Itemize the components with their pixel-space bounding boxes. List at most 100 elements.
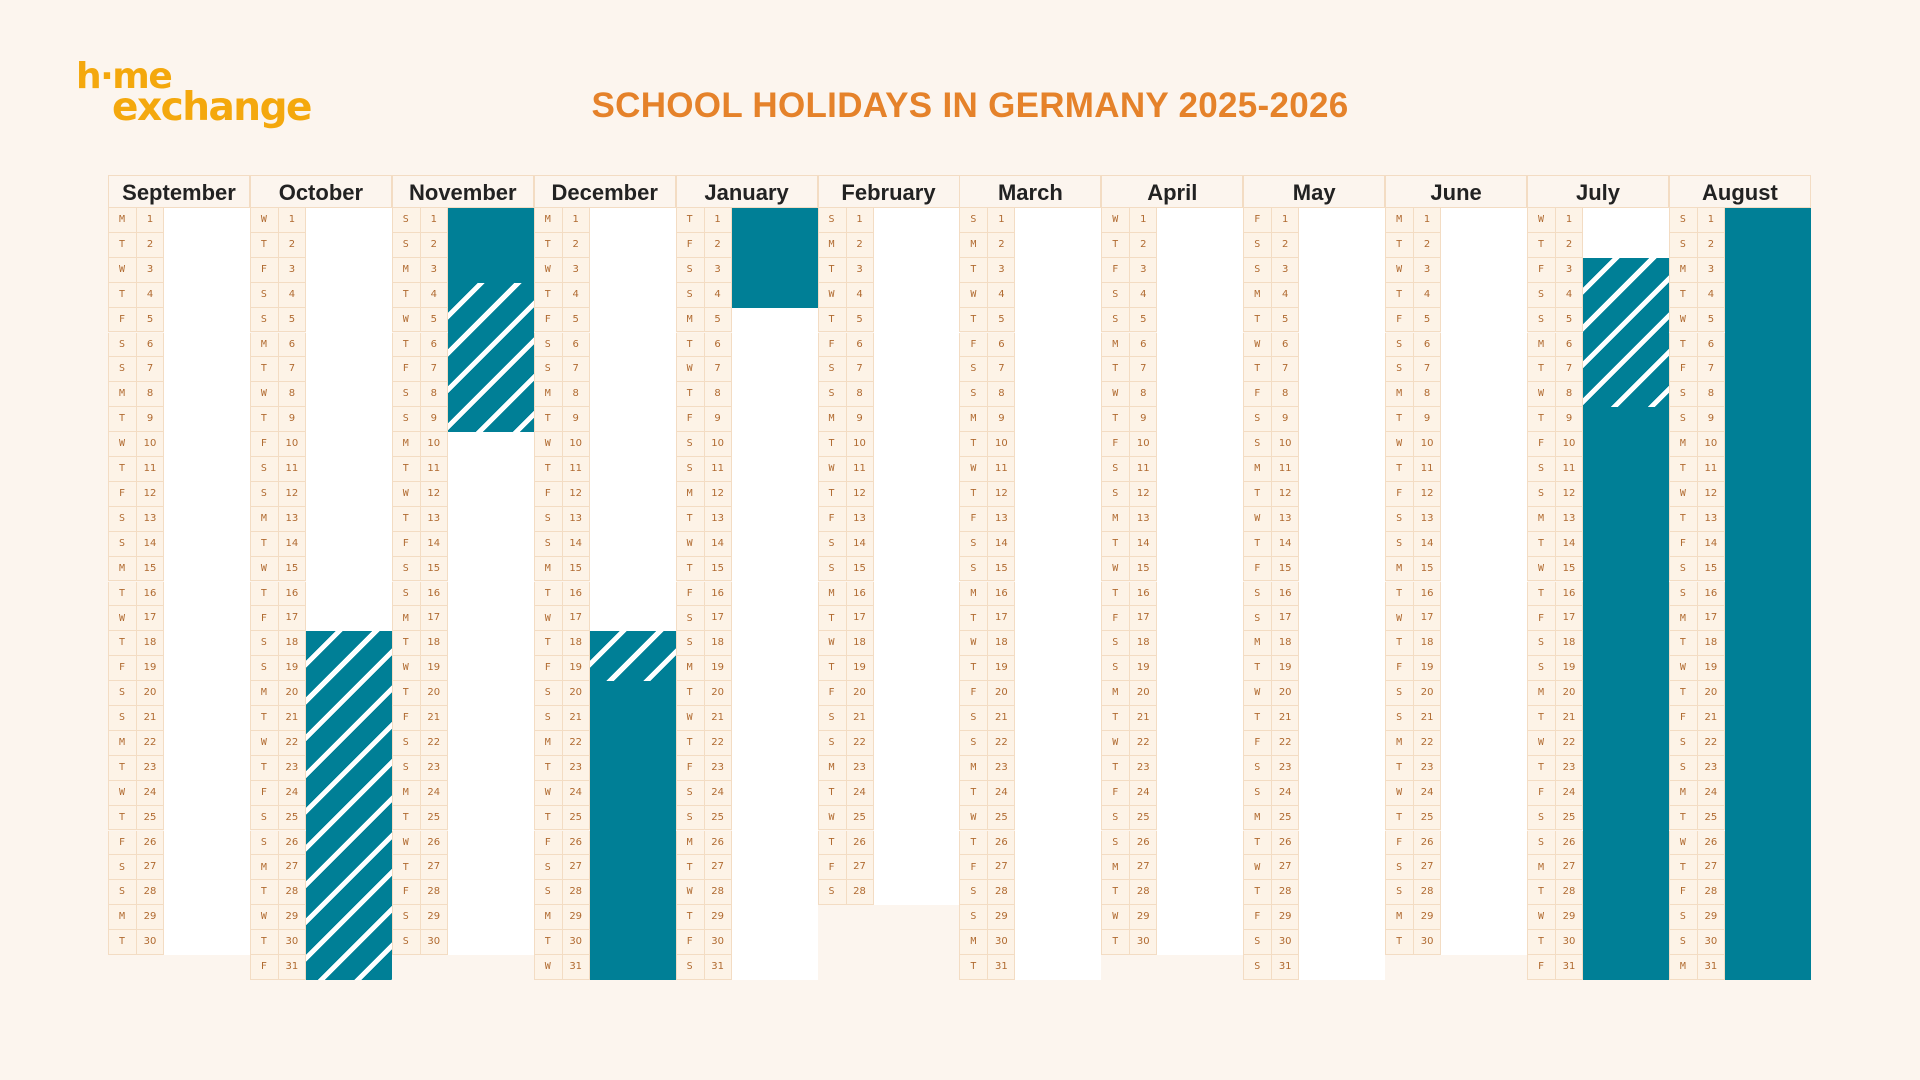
day-number-cell: 19 [277, 656, 306, 682]
day-number-cell: 5 [561, 307, 590, 333]
day-row: 4 [675, 282, 732, 308]
day-number-cell: 1 [419, 208, 448, 233]
day-row: 12 [817, 481, 874, 507]
weekday-cell [675, 606, 704, 632]
weekday-cell [108, 531, 136, 557]
day-row: 19 [959, 656, 1016, 682]
weekday-cell [1527, 930, 1555, 955]
day-row: 28 [533, 880, 590, 906]
weekday-cell [1385, 631, 1414, 657]
weekday-letters-column: FSSMTWTFSSMTWTFSSMTWTFSSMTWTFSS [1254, 214, 1275, 973]
day-number-cell: 15 [1129, 556, 1158, 582]
day-number-cell: 28 [136, 880, 164, 906]
day-number-cell: 3 [419, 257, 448, 283]
weekday-letters-column: MTWTFSSMTWTFSSMTWTFSSMTWTFSSMTW [544, 214, 565, 973]
day-row: 11 [817, 457, 874, 482]
weekday-cell [108, 656, 136, 682]
weekday-cell [391, 730, 420, 756]
weekday-cell [391, 855, 420, 881]
day-number-cell: 30 [1696, 930, 1725, 955]
day-row: 5 [533, 307, 590, 333]
day-row: 16 [1243, 581, 1300, 607]
weekday-cell [391, 706, 420, 731]
day-number-cell: 3 [1413, 257, 1442, 283]
day-number-cell: 27 [703, 855, 732, 881]
day-number-cell: 6 [277, 332, 306, 358]
day-number-cell: 16 [987, 581, 1016, 607]
day-number-cell: 31 [561, 955, 590, 980]
weekday-cell [959, 656, 988, 682]
weekday-cell [959, 531, 988, 557]
weekday-cell [533, 232, 562, 258]
day-row: 22 [249, 730, 306, 756]
day-number-cell: 16 [419, 581, 448, 607]
weekday-cell [533, 307, 562, 333]
day-row: 25 [675, 805, 732, 831]
weekday-cell [533, 730, 562, 756]
day-row: 5 [1243, 307, 1300, 333]
weekday-cell [675, 332, 704, 358]
day-row: 10 [533, 432, 590, 457]
day-row: 5 [675, 307, 732, 333]
day-row: 25 [817, 805, 874, 831]
weekday-cell [1527, 357, 1555, 383]
weekday-cell [817, 656, 846, 682]
weekday-cell [675, 631, 704, 657]
weekday-cell [1243, 631, 1272, 657]
weekday-cell [675, 955, 704, 980]
day-row: 31 [959, 955, 1016, 980]
day-number-cell: 13 [1129, 506, 1158, 532]
day-row: 27 [817, 855, 874, 881]
day-row: 17 [1668, 606, 1725, 632]
day-row: 26 [817, 830, 874, 856]
day-row: 8 [959, 382, 1016, 408]
day-row: 12 [533, 481, 590, 507]
day-number-cell: 31 [703, 955, 732, 980]
day-number-cell: 22 [845, 730, 874, 756]
weekday-cell [1101, 631, 1130, 657]
day-number-cell: 6 [1413, 332, 1442, 358]
day-row: 19 [1527, 656, 1583, 682]
weekday-cell [959, 208, 988, 233]
day-row: 10 [1385, 432, 1442, 457]
day-row: 28 [1527, 880, 1583, 906]
day-row: 18 [959, 631, 1016, 657]
day-row: 26 [533, 830, 590, 856]
weekday-cell [675, 407, 704, 433]
weekday-cell [108, 481, 136, 507]
weekday-cell [817, 257, 846, 283]
weekday-cell [1243, 780, 1272, 806]
weekday-cell [675, 930, 704, 955]
day-number-cell: 8 [419, 382, 448, 408]
day-number-cell: 16 [1129, 581, 1158, 607]
day-row: 31 [1527, 955, 1583, 980]
weekday-cell [391, 656, 420, 682]
weekday-cell [1243, 930, 1272, 955]
day-number-cell: 30 [419, 930, 448, 955]
day-number-cell: 6 [419, 332, 448, 358]
weekday-cell [108, 730, 136, 756]
weekday-cell [675, 357, 704, 383]
day-number-cell: 26 [845, 830, 874, 856]
day-number-cell: 23 [277, 755, 306, 781]
day-number-cell: 10 [136, 432, 164, 457]
day-number-cell: 31 [1696, 955, 1725, 980]
day-row: 2 [675, 232, 732, 258]
day-row: 15 [959, 556, 1016, 582]
day-row: 16 [817, 581, 874, 607]
weekday-cell [959, 407, 988, 433]
day-number-cell: 9 [1555, 407, 1583, 433]
day-row: 3 [1668, 257, 1725, 283]
day-number-cell: 6 [1696, 332, 1725, 358]
day-row: 26 [1668, 830, 1725, 856]
day-number-cell: 13 [703, 506, 732, 532]
day-row: 11 [1668, 457, 1725, 482]
day-row: 29 [1527, 905, 1583, 931]
day-number-cell: 2 [277, 232, 306, 258]
day-number-cell: 13 [1696, 506, 1725, 532]
weekday-cell [1385, 332, 1414, 358]
weekday-cell [1101, 930, 1130, 955]
day-number-cell: 27 [1413, 855, 1442, 881]
weekday-cell [1668, 282, 1697, 308]
day-number-cell: 25 [136, 805, 164, 831]
